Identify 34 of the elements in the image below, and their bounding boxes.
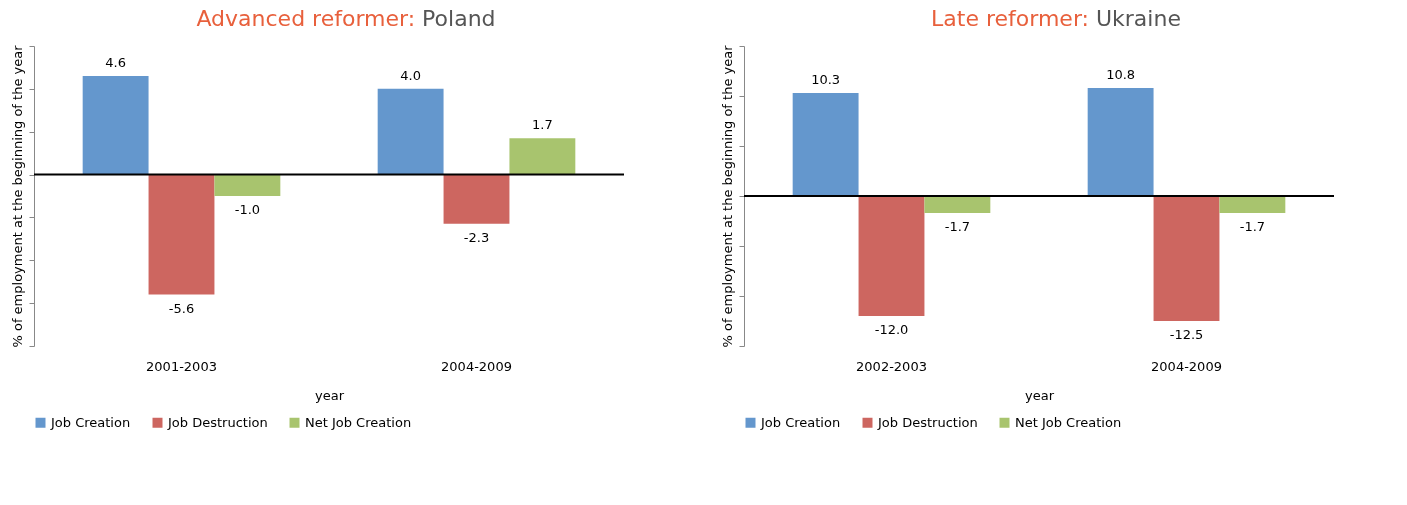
x-tick-label: 2002-2003 — [856, 358, 927, 374]
data-label: -1.7 — [944, 219, 971, 234]
y-axis-title: % of employment at the beginning of the year — [720, 44, 735, 348]
bar — [214, 174, 281, 196]
bar — [82, 76, 149, 175]
bar — [148, 174, 215, 295]
x-tick-label: 2001-2003 — [146, 358, 217, 374]
legend-label: Job Destruction — [167, 414, 268, 430]
legend-label: Net Job Creation — [305, 414, 412, 430]
data-label: -1.0 — [234, 202, 261, 217]
data-label: 10.3 — [811, 72, 841, 87]
chart-title: Late reformer: Ukraine — [931, 6, 1181, 31]
data-label: -12.5 — [1169, 327, 1204, 342]
x-tick-label: 2004-2009 — [441, 358, 512, 374]
legend-label: Net Job Creation — [1015, 414, 1122, 430]
data-label: -1.7 — [1239, 219, 1266, 234]
legend-label: Job Creation — [50, 414, 131, 430]
data-label: 1.7 — [532, 117, 553, 133]
legend-label: Job Creation — [760, 414, 841, 430]
data-label: 4.6 — [105, 55, 126, 70]
data-label: -12.0 — [874, 322, 909, 337]
bar — [443, 174, 510, 224]
x-axis-title: year — [314, 387, 345, 403]
x-axis-title: year — [1024, 387, 1055, 403]
data-label: -5.6 — [168, 300, 195, 316]
bar — [377, 88, 444, 175]
x-tick-label: 2004-2009 — [1151, 358, 1222, 374]
bar — [509, 138, 576, 175]
data-label: -2.3 — [463, 229, 490, 245]
chart-title: Advanced reformer: Poland — [196, 6, 496, 31]
legend-label: Job Destruction — [877, 414, 978, 430]
data-label: 10.8 — [1106, 67, 1136, 82]
data-label: 4.0 — [400, 67, 421, 83]
y-axis-title: % of employment at the beginning of the year — [10, 44, 25, 348]
